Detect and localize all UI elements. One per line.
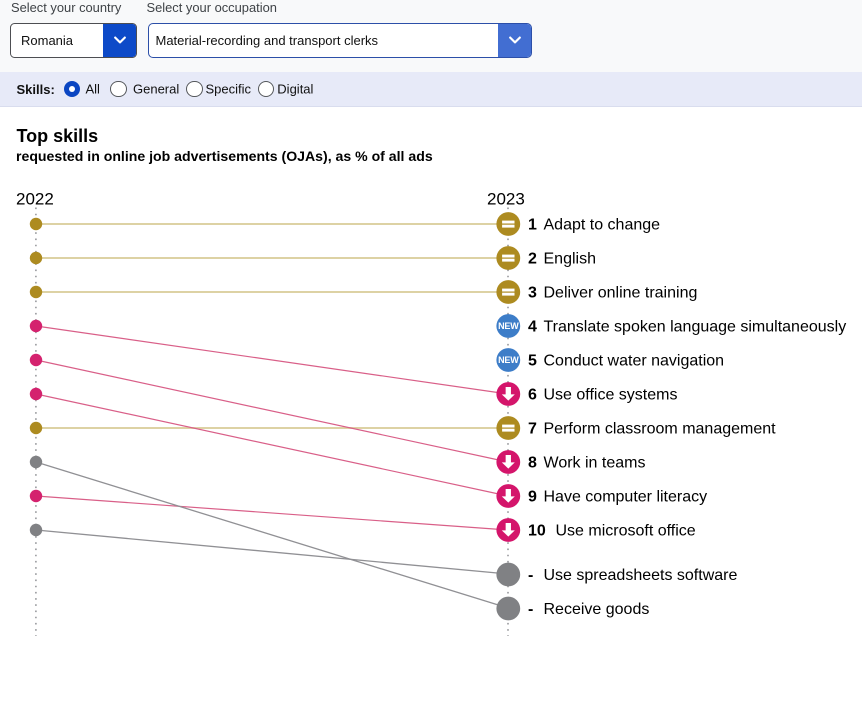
svg-text:10: 10 bbox=[528, 523, 546, 540]
svg-text:3: 3 bbox=[528, 285, 537, 302]
svg-text:2023: 2023 bbox=[487, 190, 525, 209]
svg-text:9: 9 bbox=[528, 489, 537, 506]
svg-text:Adapt to change: Adapt to change bbox=[544, 217, 661, 234]
svg-text:-: - bbox=[528, 601, 533, 618]
svg-text:Use spreadsheets software: Use spreadsheets software bbox=[544, 567, 738, 584]
svg-text:8: 8 bbox=[528, 455, 537, 472]
svg-text:Work in teams: Work in teams bbox=[544, 455, 646, 472]
svg-text:English: English bbox=[544, 251, 596, 268]
svg-text:Use office systems: Use office systems bbox=[544, 387, 678, 404]
svg-text:5: 5 bbox=[528, 353, 537, 370]
svg-text:Translate spoken language simu: Translate spoken language simultaneously bbox=[544, 319, 847, 336]
svg-text:7: 7 bbox=[528, 421, 537, 438]
svg-text:4: 4 bbox=[528, 319, 537, 336]
svg-text:Deliver online training: Deliver online training bbox=[544, 285, 698, 302]
svg-text:Use microsoft office: Use microsoft office bbox=[556, 523, 696, 540]
svg-text:Have computer literacy: Have computer literacy bbox=[544, 489, 708, 506]
svg-text:Receive goods: Receive goods bbox=[544, 601, 650, 618]
svg-text:2: 2 bbox=[528, 251, 537, 268]
svg-text:Conduct water navigation: Conduct water navigation bbox=[544, 353, 725, 370]
svg-text:1: 1 bbox=[528, 217, 537, 234]
svg-text:2022: 2022 bbox=[16, 190, 54, 209]
svg-text:6: 6 bbox=[528, 387, 537, 404]
svg-text:-: - bbox=[528, 567, 533, 584]
svg-text:Perform classroom management: Perform classroom management bbox=[544, 421, 777, 438]
